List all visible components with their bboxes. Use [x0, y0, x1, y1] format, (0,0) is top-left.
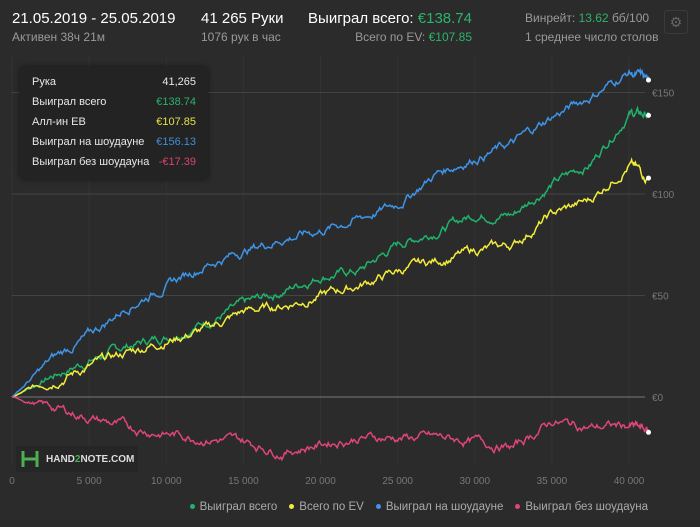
x-tick-label: 20 000	[305, 476, 336, 487]
legend-label: Выиграл всего	[199, 501, 278, 513]
winrate-value: 13.62	[578, 11, 609, 25]
avg-tables: 1 среднее число столов	[525, 30, 659, 44]
y-tick-label: €0	[652, 393, 664, 404]
y-tick-label: €100	[652, 190, 675, 201]
gear-icon[interactable]: ⚙	[664, 10, 688, 34]
ev-label: Всего по EV:	[355, 30, 426, 44]
tooltip-row: Выиграл без шоудауна -€17.39	[32, 156, 196, 168]
series-line	[11, 67, 650, 398]
series-end-point	[646, 112, 652, 118]
header: 21.05.2019 - 25.05.2019 Активен 38ч 21м …	[0, 0, 700, 50]
ev-value: €107.85	[428, 30, 472, 44]
legend-dot-icon	[375, 504, 381, 510]
winrate-unit: бб/100	[611, 11, 650, 25]
tooltip-value: 41,265	[162, 76, 196, 88]
tooltip-value: €156.13	[156, 136, 196, 148]
series-end-point	[646, 429, 652, 435]
tooltip-label: Выиграл на шоудауне	[32, 136, 145, 148]
logo-text-2: 2	[74, 453, 81, 465]
legend-item[interactable]: Выиграл всего	[189, 501, 278, 513]
tooltip-label: Выиграл без шоудауна	[32, 156, 150, 168]
x-tick-label: 30 000	[459, 476, 490, 487]
logo-icon	[21, 451, 39, 467]
tooltip-row: Выиграл на шоудауне €156.13	[32, 136, 196, 148]
x-tick-label: 35 000	[537, 476, 568, 487]
hands-per-hour: 1076 рук в час	[201, 30, 281, 44]
x-tick-label: 0	[9, 476, 15, 487]
active-time: Активен 38ч 21м	[12, 30, 105, 44]
legend-item[interactable]: Выиграл без шоудауна	[515, 501, 648, 513]
hand2note-logo: HAND 2 NOTE.COM	[16, 446, 138, 472]
chart: 0 5 000 10 000 15 000 20 000 25 000 30 000 35 0…	[9, 55, 675, 487]
y-tick-label: €50	[652, 292, 669, 303]
tooltip-row: Алл-ин ЕВ €107.85	[32, 116, 196, 128]
winrate-label: Винрейт:	[525, 11, 576, 25]
x-tick-label: 25 000	[382, 476, 413, 487]
tooltip-value: €107.85	[156, 116, 196, 128]
legend-item[interactable]: Выиграл на шоудауне	[375, 501, 504, 513]
logo-text-3: NOTE.COM	[80, 453, 135, 465]
tooltip-value: €138.74	[156, 96, 196, 108]
y-tick-label: €150	[652, 89, 675, 100]
series-end-point	[646, 175, 652, 181]
legend: Выиграл всего Всего по EV Выиграл на шоуда…	[189, 501, 648, 513]
tooltip-label: Рука	[32, 76, 57, 88]
x-tick-label: 5 000	[77, 476, 102, 487]
won-value: €138.74	[417, 10, 472, 27]
tooltip: Рука 41,265 Выиграл всего €138.74 Алл-ин ЕВ €…	[20, 67, 208, 179]
tooltip-label: Алл-ин ЕВ	[32, 116, 86, 128]
x-tick-label: 15 000	[228, 476, 259, 487]
tooltip-row: Рука 41,265	[32, 76, 196, 88]
won-label: Выиграл всего:	[308, 10, 414, 27]
series-line	[11, 156, 650, 398]
tooltip-row: Выиграл всего €138.74	[32, 96, 196, 108]
legend-label: Выиграл на шоудауне	[385, 501, 504, 513]
logo-text: HAND	[46, 453, 75, 465]
legend-dot-icon	[289, 504, 295, 510]
x-tick-label: 10 000	[151, 476, 182, 487]
legend-label: Всего по EV	[299, 501, 364, 513]
legend-item[interactable]: Всего по EV	[289, 501, 364, 513]
legend-label: Выиграл без шоудауна	[525, 501, 648, 513]
legend-dot-icon	[515, 504, 521, 510]
legend-dot-icon	[189, 504, 195, 510]
hands-count: 41 265 Руки	[201, 10, 284, 27]
tooltip-label: Выиграл всего	[32, 96, 107, 108]
series-line	[11, 396, 650, 462]
x-tick-label: 40 000	[614, 476, 645, 487]
date-range: 21.05.2019 - 25.05.2019	[12, 10, 176, 27]
tooltip-value: -€17.39	[158, 156, 196, 168]
series-line	[11, 105, 650, 398]
series-end-point	[646, 77, 652, 83]
